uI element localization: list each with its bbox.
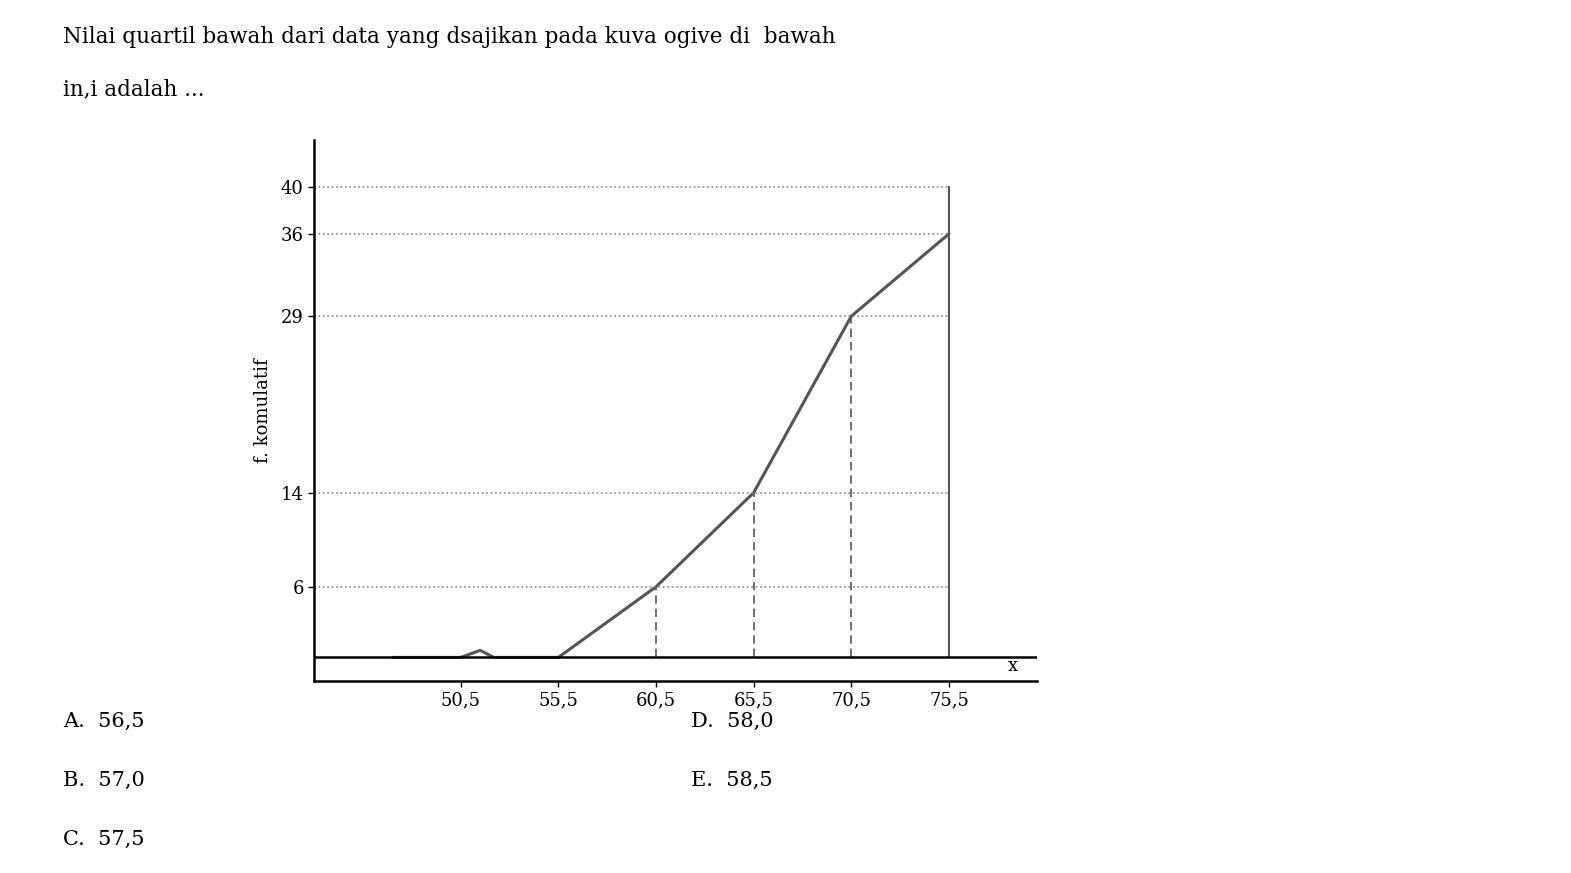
Text: B.  57,0: B. 57,0 [63,771,145,790]
Text: D.  58,0: D. 58,0 [691,711,775,731]
Y-axis label: f. komulatif: f. komulatif [255,358,272,463]
Text: in,i adalah ...: in,i adalah ... [63,79,204,100]
Text: E.  58,5: E. 58,5 [691,771,773,790]
Text: x: x [1007,657,1018,675]
Text: A.  56,5: A. 56,5 [63,711,145,731]
Text: C.  57,5: C. 57,5 [63,830,145,849]
Text: Nilai quartil bawah dari data yang dsajikan pada kuva ogive di  bawah: Nilai quartil bawah dari data yang dsaji… [63,26,836,48]
